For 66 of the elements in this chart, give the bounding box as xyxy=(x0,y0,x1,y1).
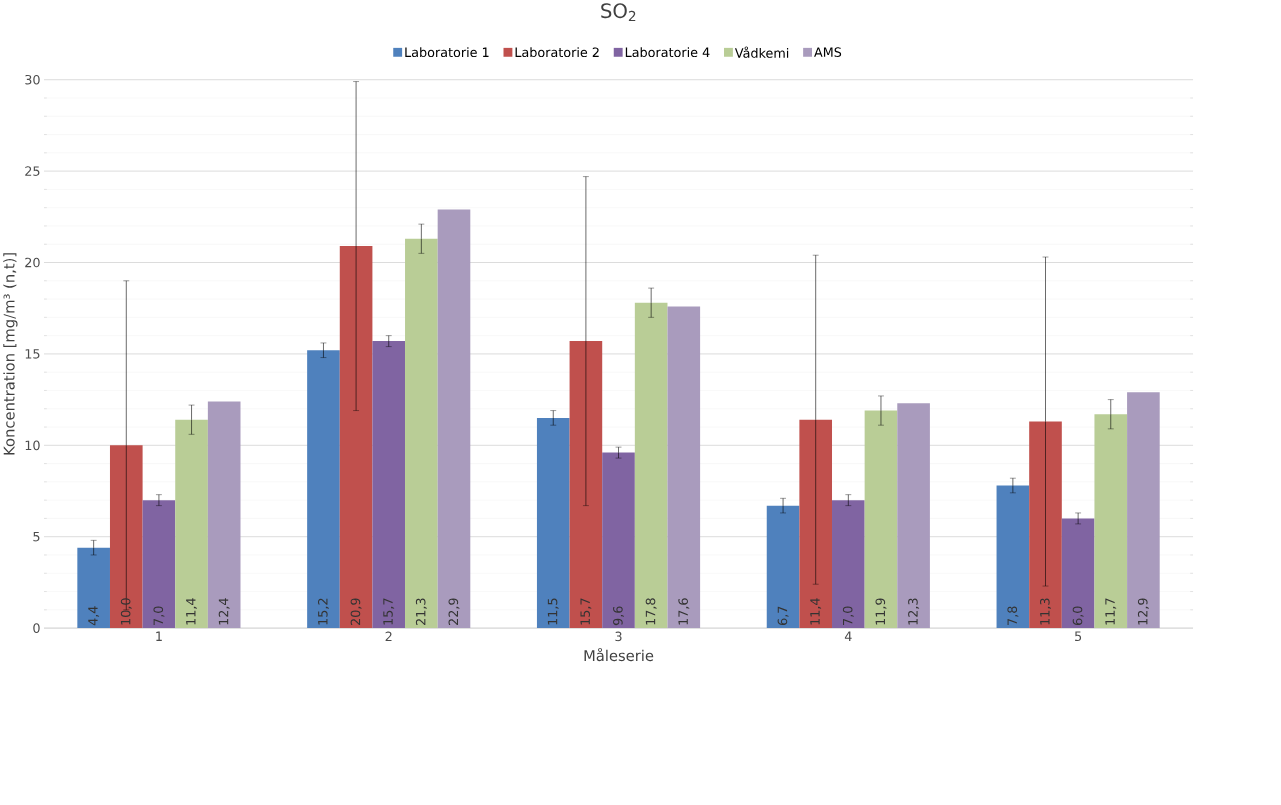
bar xyxy=(339,245,373,628)
x-tick-label: 5 xyxy=(1075,631,1082,641)
bar xyxy=(1127,392,1160,628)
y-tick-label: 20 xyxy=(25,257,40,268)
y-tick-label: 5 xyxy=(33,531,40,542)
data-label: 7,8 xyxy=(1007,606,1019,625)
data-label: 11,7 xyxy=(1105,598,1117,625)
bar xyxy=(832,499,865,628)
chart-title: SO$_{2}$ xyxy=(601,3,636,21)
data-label: 17,6 xyxy=(678,598,690,625)
legend-label: AMS xyxy=(814,47,842,57)
bar xyxy=(372,340,406,628)
data-label: 22,9 xyxy=(448,598,460,625)
bar xyxy=(996,485,1030,628)
x-tick-label: 1 xyxy=(156,631,162,641)
bar xyxy=(864,410,898,628)
data-label: 6,7 xyxy=(777,606,789,625)
y-tick-label: 0 xyxy=(33,623,40,633)
y-tick-label: 15 xyxy=(25,348,40,359)
legend-label: Laboratorie 2 xyxy=(515,47,599,57)
bar xyxy=(667,306,701,628)
bar xyxy=(77,547,110,628)
data-label: 15,7 xyxy=(383,598,395,625)
x-tick-label: 2 xyxy=(385,631,392,641)
data-label: 12,3 xyxy=(908,598,920,625)
y-tick-label: 30 xyxy=(25,74,40,85)
data-label: 17,8 xyxy=(645,598,657,625)
y-tick-label: 25 xyxy=(25,166,40,176)
data-label: 11,3 xyxy=(1040,598,1051,625)
data-label: 21,3 xyxy=(415,598,427,625)
data-label: 11,5 xyxy=(547,598,559,625)
legend-label: Vådkemi xyxy=(734,46,789,58)
y-tick-label: 10 xyxy=(25,440,40,450)
bar xyxy=(207,401,241,628)
data-label: 12,4 xyxy=(218,598,230,625)
bar xyxy=(307,350,340,628)
data-label: 10,0 xyxy=(120,598,132,625)
bar xyxy=(1094,414,1128,628)
bar xyxy=(142,499,176,628)
x-tick-label: 3 xyxy=(615,631,622,642)
bar xyxy=(634,302,668,628)
data-label: 6,0 xyxy=(1072,606,1084,625)
bar xyxy=(766,505,800,628)
bar xyxy=(405,238,438,628)
data-label: 11,4 xyxy=(810,598,822,625)
data-label: 15,7 xyxy=(580,598,592,625)
bar xyxy=(536,417,570,628)
data-label: 9,6 xyxy=(613,606,624,625)
bar xyxy=(602,452,635,628)
bar xyxy=(1061,518,1095,628)
data-label: 7,0 xyxy=(153,606,165,625)
bar xyxy=(897,403,930,628)
x-axis-title: Måleserie xyxy=(584,647,654,661)
data-label: 15,2 xyxy=(317,598,329,625)
data-label: 7,0 xyxy=(842,606,854,625)
bar xyxy=(175,419,208,628)
data-label: 12,9 xyxy=(1137,598,1149,625)
legend-label: Laboratorie 1 xyxy=(405,47,489,57)
x-tick-label: 4 xyxy=(844,631,852,641)
data-label: 20,9 xyxy=(350,598,362,625)
legend-label: Laboratorie 4 xyxy=(625,47,710,57)
bar xyxy=(437,209,471,628)
data-label: 11,9 xyxy=(875,598,887,625)
data-label: 4,4 xyxy=(88,606,100,626)
data-label: 11,4 xyxy=(186,598,197,625)
y-axis-title: Koncentration [mg/m³ (n,t)] xyxy=(3,252,18,455)
